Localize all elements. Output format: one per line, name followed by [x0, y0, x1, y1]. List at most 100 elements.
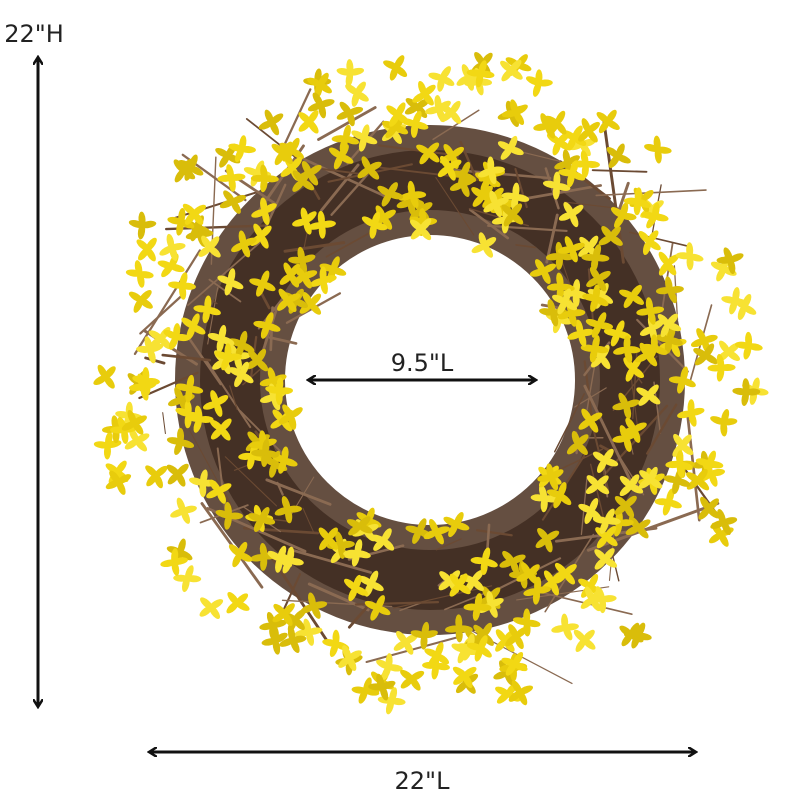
twig — [265, 478, 332, 506]
flower-petal — [412, 121, 429, 130]
flower-petal — [269, 462, 277, 478]
flower-petal — [428, 72, 445, 81]
flower-petal — [475, 603, 492, 611]
flower-petal — [103, 443, 111, 460]
flower-petal — [529, 268, 546, 277]
flower-petal — [578, 245, 592, 257]
flower-petal — [216, 488, 227, 504]
outer-width-label: 22"L — [395, 767, 451, 795]
flower-petal — [471, 570, 484, 583]
flower-petal — [177, 427, 185, 444]
flower-petal — [168, 281, 184, 289]
flower-petal — [638, 477, 653, 489]
twig — [288, 547, 372, 574]
flower-petal — [568, 311, 577, 327]
twig — [523, 152, 561, 162]
flower-petal — [687, 253, 704, 262]
flower-petal — [478, 646, 492, 658]
flower-petal — [370, 605, 380, 621]
flower-petal — [499, 559, 515, 568]
twig — [229, 385, 238, 410]
flower-petal — [420, 633, 428, 650]
flower-petal — [218, 324, 227, 341]
flower-petal — [148, 330, 163, 341]
twig — [435, 538, 462, 551]
flower-petal — [663, 475, 680, 484]
flower-petal — [466, 69, 483, 77]
twig — [205, 359, 252, 429]
flower-petal — [361, 124, 370, 140]
flower-petal — [178, 207, 186, 224]
flower-petal — [698, 506, 711, 520]
flower-petal — [189, 477, 205, 486]
twig — [468, 208, 510, 240]
flower-petal — [201, 235, 212, 250]
flower-petal — [635, 622, 646, 638]
flower-petal — [652, 213, 669, 222]
flower-petal — [281, 151, 293, 165]
flower-petal — [625, 366, 635, 382]
flower-petal — [742, 378, 750, 395]
flower-petal — [376, 673, 385, 690]
flower-petal — [716, 266, 726, 282]
inner-width-label: 9.5"L — [391, 349, 454, 377]
flower-petal — [453, 673, 467, 685]
twig — [224, 456, 278, 507]
flower-petal — [260, 323, 270, 339]
flower-petal — [307, 110, 319, 124]
flower-petal — [363, 677, 372, 693]
flower-petal — [544, 536, 553, 553]
flower-petal — [636, 519, 651, 530]
flower-petal — [718, 532, 729, 547]
flower-petal — [176, 471, 186, 487]
flower-petal — [247, 453, 255, 470]
flower-petal — [192, 204, 207, 216]
flower-petal — [717, 509, 726, 525]
flower-petal — [455, 626, 463, 643]
flower-petal — [493, 670, 509, 680]
flower-petal — [308, 222, 324, 230]
twig — [616, 181, 630, 215]
flower-petal — [609, 226, 621, 240]
flower-petal — [590, 296, 599, 312]
flower-petal — [449, 583, 461, 597]
flower-petal — [259, 542, 268, 559]
flower-petal — [555, 110, 566, 126]
twig — [515, 244, 537, 249]
flower-petal — [586, 121, 600, 134]
flower-petal — [355, 550, 371, 559]
flower-petal — [248, 349, 260, 363]
twig — [283, 241, 346, 253]
flower-petal — [357, 167, 371, 179]
flower-petal — [615, 143, 625, 159]
flower-petal — [385, 653, 393, 670]
flower-petal — [623, 436, 632, 452]
twig — [216, 447, 227, 517]
flower-petal — [170, 508, 186, 518]
flower-petal — [358, 135, 367, 152]
flower-petal — [623, 503, 635, 518]
flower-petal — [136, 239, 150, 252]
flower-petal — [619, 475, 633, 488]
flower-petal — [269, 627, 278, 643]
flower-petal — [590, 255, 599, 272]
flower-petal — [215, 509, 231, 519]
flower-petal — [259, 507, 270, 522]
flower-petal — [166, 233, 175, 250]
twig — [545, 213, 559, 264]
flower-petal — [446, 165, 456, 181]
flower-petal — [300, 254, 316, 263]
twig — [293, 153, 387, 198]
flower-petal — [194, 405, 203, 422]
flower-petal — [418, 80, 427, 97]
flower-petal — [489, 190, 498, 206]
flower-petal — [595, 483, 610, 495]
twig — [583, 360, 593, 420]
flower-petal — [416, 144, 431, 155]
flower-petal — [592, 284, 601, 301]
flower-petal — [258, 120, 274, 130]
flower-petal — [303, 219, 312, 235]
flower-petal — [596, 111, 610, 124]
flower-petal — [234, 147, 245, 163]
